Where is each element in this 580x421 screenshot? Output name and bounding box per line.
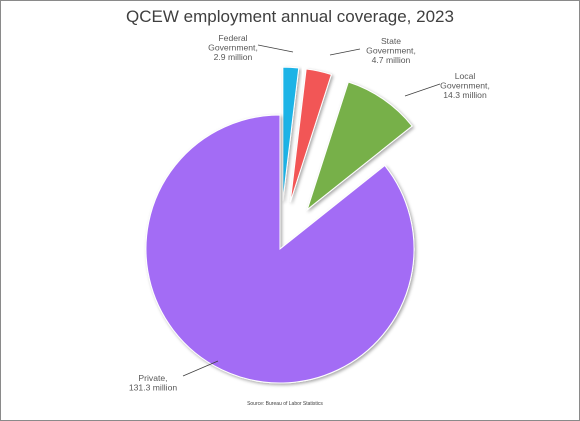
slice-label-local-government: Local Government, 14.3 million <box>440 71 490 100</box>
chart-title: QCEW employment annual coverage, 2023 <box>126 7 454 26</box>
pie-slice-local-government <box>306 81 413 211</box>
slice-label-federal-government: Federal Government, 2.9 million <box>208 33 258 62</box>
leader-line <box>404 83 441 97</box>
pie-slice-state-government <box>289 68 332 203</box>
pie-slice-federal-government <box>282 66 300 202</box>
leader-line <box>329 48 361 56</box>
leader-line <box>182 360 219 377</box>
slice-label-private: Private, 131.3 million <box>129 373 177 393</box>
slice-label-state-government: State Government, 4.7 million <box>366 36 416 65</box>
leader-line <box>257 44 294 53</box>
source-note: Source: Bureau of Labor Statistics <box>247 401 323 407</box>
pie-slice-private <box>145 114 415 384</box>
